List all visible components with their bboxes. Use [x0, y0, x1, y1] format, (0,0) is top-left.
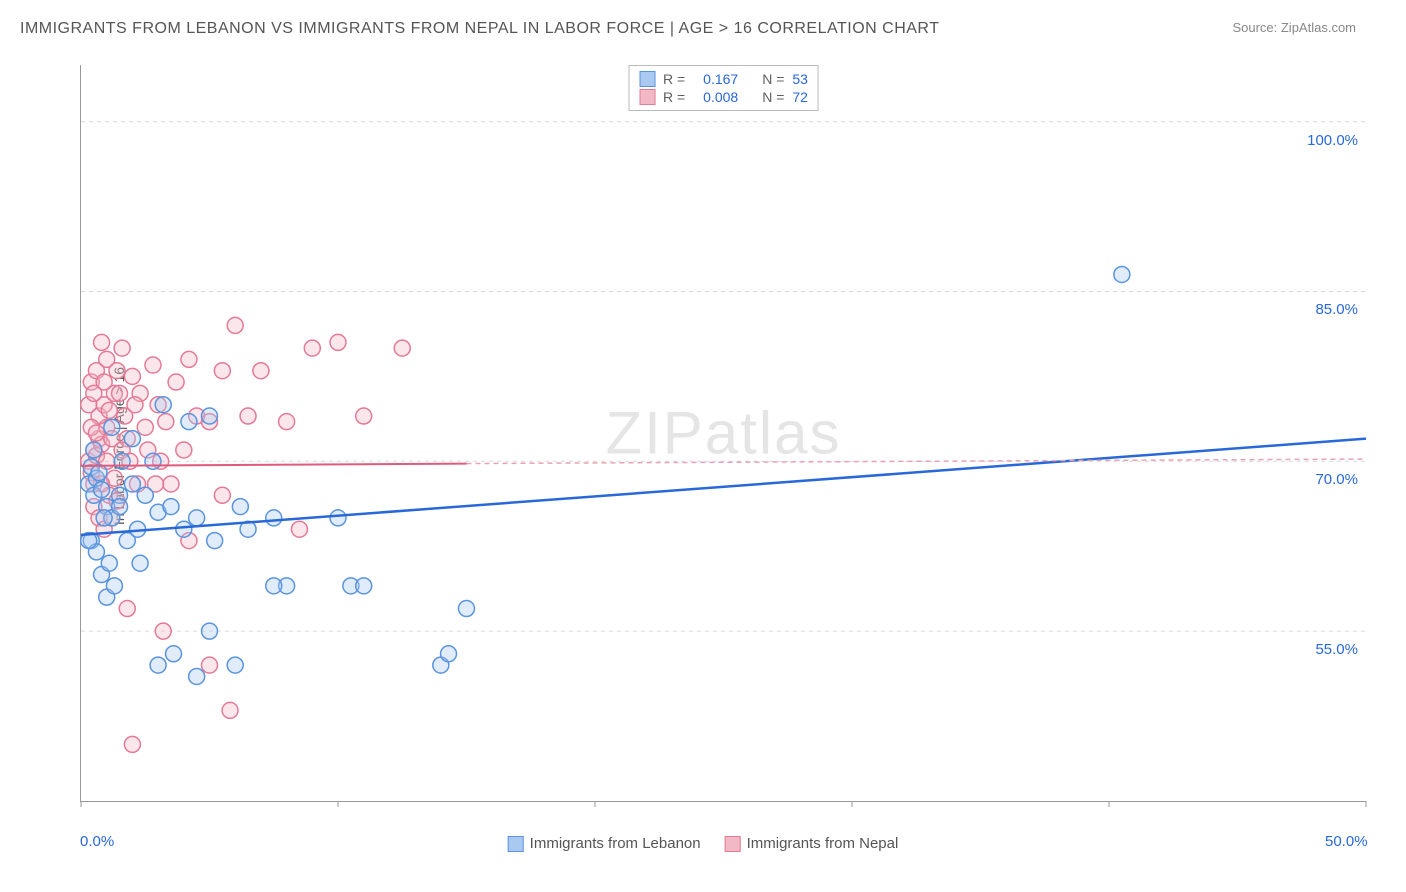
legend-bottom: Immigrants from Lebanon Immigrants from … — [508, 835, 899, 852]
r-label: R = — [663, 89, 685, 105]
r-value-nepal: 0.008 — [693, 89, 738, 105]
legend-label-nepal: Immigrants from Nepal — [747, 835, 899, 852]
n-value-nepal: 72 — [792, 89, 808, 105]
legend-item-nepal: Immigrants from Nepal — [725, 835, 899, 852]
legend-row-nepal: R = 0.008 N = 72 — [639, 88, 808, 106]
legend-label-lebanon: Immigrants from Lebanon — [530, 835, 701, 852]
y-tick-label: 85.0% — [1315, 301, 1358, 318]
n-label: N = — [762, 71, 784, 87]
legend-swatch-nepal-b — [725, 836, 741, 852]
legend-correlation-box: R = 0.167 N = 53 R = 0.008 N = 72 — [628, 65, 819, 111]
chart-title: IMMIGRANTS FROM LEBANON VS IMMIGRANTS FR… — [20, 20, 1386, 38]
legend-swatch-nepal — [639, 89, 655, 105]
legend-swatch-lebanon — [639, 71, 655, 87]
r-label: R = — [663, 71, 685, 87]
plot-svg — [81, 65, 1366, 801]
r-value-lebanon: 0.167 — [693, 71, 738, 87]
legend-row-lebanon: R = 0.167 N = 53 — [639, 70, 808, 88]
chart-container: IMMIGRANTS FROM LEBANON VS IMMIGRANTS FR… — [20, 20, 1386, 872]
x-tick-label: 50.0% — [1325, 833, 1368, 850]
x-tick-label: 0.0% — [80, 833, 114, 850]
y-tick-label: 100.0% — [1307, 132, 1358, 149]
n-value-lebanon: 53 — [792, 71, 808, 87]
legend-swatch-lebanon-b — [508, 836, 524, 852]
y-tick-label: 55.0% — [1315, 641, 1358, 658]
n-label: N = — [762, 89, 784, 105]
legend-item-lebanon: Immigrants from Lebanon — [508, 835, 701, 852]
y-tick-label: 70.0% — [1315, 471, 1358, 488]
plot-area: ZIPatlas R = 0.167 N = 53 R = 0.008 N = … — [80, 65, 1366, 802]
source-attribution: Source: ZipAtlas.com — [1232, 20, 1356, 35]
